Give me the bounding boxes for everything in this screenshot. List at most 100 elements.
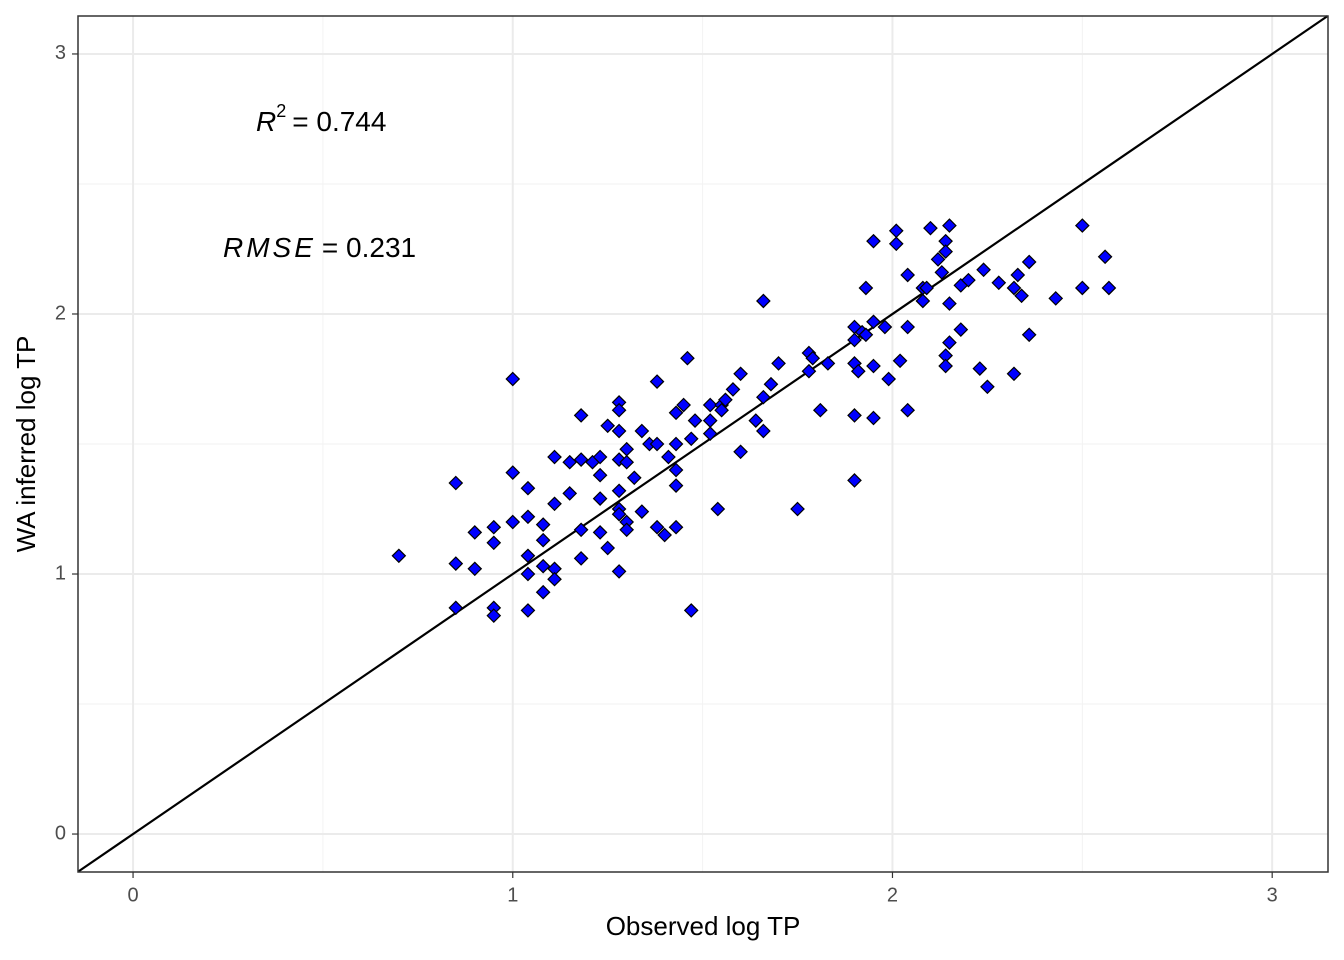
point	[600, 540, 616, 556]
point	[888, 223, 904, 239]
point	[535, 584, 551, 600]
point	[573, 522, 589, 538]
point	[626, 470, 642, 486]
point	[619, 454, 635, 470]
point	[991, 275, 1007, 291]
point	[1021, 254, 1037, 270]
point	[1006, 280, 1022, 296]
point	[611, 564, 627, 579]
point	[520, 480, 536, 496]
point	[756, 423, 771, 439]
point	[573, 551, 589, 566]
point	[505, 465, 521, 480]
point	[505, 514, 521, 530]
y-axis-title: WA inferred log TP	[11, 336, 41, 553]
point	[683, 431, 699, 447]
point	[600, 418, 616, 434]
point	[634, 423, 650, 439]
point	[547, 449, 562, 465]
point	[547, 496, 562, 512]
point	[756, 389, 771, 405]
x-axis-title: Observed log TP	[606, 911, 801, 941]
point	[683, 603, 699, 618]
point	[866, 358, 881, 374]
x-tick-label: 0	[127, 884, 138, 906]
marks	[77, 15, 1329, 873]
symbol: RMSE	[223, 232, 316, 263]
point	[942, 335, 957, 350]
point	[467, 561, 483, 577]
point	[486, 535, 502, 551]
point	[771, 356, 786, 371]
point	[805, 350, 821, 366]
annotation-text: = 0.744	[292, 106, 386, 137]
point	[661, 449, 676, 465]
point	[668, 436, 684, 452]
y-tick-label: 2	[55, 302, 66, 324]
point	[668, 405, 684, 421]
point	[520, 603, 536, 618]
point	[972, 361, 988, 376]
y-tick-label: 3	[55, 42, 66, 64]
point	[919, 280, 934, 296]
point	[535, 558, 551, 574]
point	[649, 519, 665, 535]
point	[1021, 327, 1037, 343]
point	[812, 402, 828, 418]
point	[820, 356, 836, 371]
point	[1101, 280, 1117, 296]
point	[611, 506, 627, 522]
point	[467, 525, 483, 540]
point	[505, 371, 521, 387]
point	[900, 267, 916, 283]
point	[611, 483, 627, 499]
point	[900, 319, 916, 335]
annotation-text: = 0.231	[322, 232, 416, 263]
point	[592, 491, 608, 506]
point	[866, 314, 881, 330]
point	[687, 413, 703, 428]
point	[725, 382, 741, 397]
point	[573, 452, 589, 467]
point	[801, 363, 817, 379]
point	[847, 332, 862, 348]
point	[915, 293, 931, 309]
point	[923, 220, 938, 236]
point	[866, 410, 881, 426]
point	[748, 413, 764, 428]
exponent: 2	[276, 101, 286, 121]
point	[520, 548, 536, 564]
point	[562, 486, 578, 501]
point	[573, 408, 589, 423]
point	[858, 327, 874, 343]
symbol: R	[256, 106, 276, 137]
point	[668, 478, 684, 493]
point	[702, 397, 718, 413]
point	[763, 376, 779, 392]
point	[790, 501, 805, 517]
point	[1048, 291, 1064, 306]
point	[619, 522, 635, 538]
point	[714, 402, 729, 418]
point	[592, 467, 608, 483]
point	[391, 548, 407, 564]
point	[733, 366, 748, 382]
identity-line	[77, 15, 1329, 873]
point	[858, 280, 874, 296]
point	[448, 600, 464, 616]
point	[847, 473, 862, 488]
point	[562, 454, 578, 470]
point	[1097, 249, 1113, 265]
point	[980, 379, 995, 395]
point	[1074, 218, 1090, 233]
point	[634, 504, 650, 519]
point	[448, 475, 464, 491]
point	[1010, 267, 1026, 283]
point	[718, 392, 733, 408]
point	[592, 449, 608, 465]
point	[930, 252, 946, 267]
y-tick-label: 1	[55, 562, 66, 584]
point	[756, 293, 771, 309]
